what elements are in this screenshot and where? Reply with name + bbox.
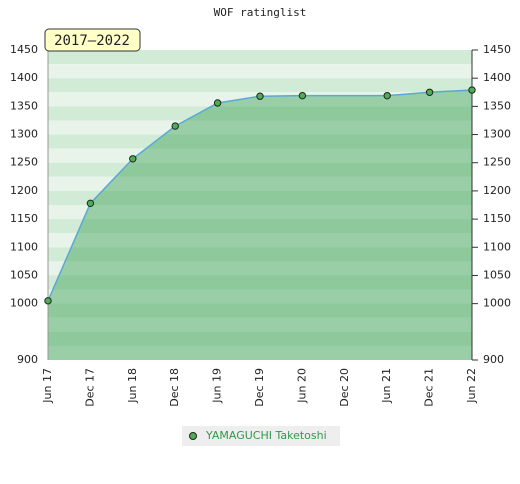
point — [44, 297, 52, 305]
y-tick-label-right: 1350 — [483, 99, 511, 112]
y-tick-label: 1250 — [10, 156, 38, 169]
x-tick-label: Jun 20 — [295, 368, 308, 404]
legend-marker — [189, 432, 197, 440]
x-tick-label: Dec 20 — [338, 368, 351, 407]
y-tick-label-right: 1000 — [483, 297, 511, 310]
band — [48, 261, 472, 276]
band — [48, 162, 472, 177]
y-tick-label-right: 900 — [483, 353, 504, 366]
band — [48, 64, 472, 79]
band — [48, 275, 472, 290]
y-tick-label: 1450 — [10, 43, 38, 56]
band — [48, 78, 472, 93]
band — [48, 50, 472, 65]
x-tick-label: Dec 19 — [253, 368, 266, 407]
x-tick-label: Jun 22 — [465, 368, 478, 404]
band — [48, 303, 472, 318]
y-tick-label: 900 — [17, 353, 38, 366]
chart-title: WOF ratinglist — [214, 6, 307, 19]
y-tick-label-right: 1300 — [483, 128, 511, 141]
y-tick-label: 1200 — [10, 184, 38, 197]
y-tick-label-right: 1200 — [483, 184, 511, 197]
point — [86, 199, 95, 208]
point — [129, 155, 137, 163]
point — [171, 122, 179, 130]
y-tick-label: 1150 — [10, 212, 38, 225]
band — [48, 331, 472, 346]
band — [48, 317, 472, 332]
line — [47, 89, 473, 302]
point — [468, 86, 476, 94]
y-tick-label: 1100 — [10, 240, 38, 253]
band — [48, 120, 472, 135]
y-tick-label-right: 1100 — [483, 240, 511, 253]
x-tick-label: Dec 18 — [168, 368, 181, 407]
point — [425, 88, 434, 96]
point — [298, 91, 307, 100]
x-tick-label: Jun 21 — [380, 368, 393, 404]
y-tick-label: 1300 — [10, 128, 38, 141]
band — [48, 233, 472, 248]
y-tick-label: 1350 — [10, 99, 38, 112]
y-tick-label-right: 1150 — [483, 212, 511, 225]
band — [48, 190, 472, 205]
point — [256, 92, 264, 100]
badge-box — [44, 28, 141, 52]
area — [48, 90, 472, 360]
y-tick-label-right: 1400 — [483, 71, 511, 84]
band — [48, 219, 472, 234]
legend-box — [182, 426, 340, 446]
band — [48, 106, 472, 121]
band — [48, 345, 472, 360]
point — [213, 99, 222, 107]
x-tick-label: Jun 19 — [211, 368, 224, 404]
band — [48, 289, 472, 304]
x-tick-label: Jun 18 — [126, 368, 139, 404]
band — [48, 134, 472, 149]
x-tick-label: Dec 21 — [423, 368, 436, 407]
band — [48, 247, 472, 262]
badge: 2017–2022 — [54, 33, 130, 49]
y-tick-label: 1000 — [10, 297, 38, 310]
x-tick-label: Dec 17 — [83, 368, 96, 407]
y-tick-label: 1050 — [10, 268, 38, 281]
point — [383, 91, 391, 100]
y-tick-label: 1400 — [10, 71, 38, 84]
x-tick-label: Jun 17 — [41, 368, 54, 404]
y-tick-label-right: 1450 — [483, 43, 511, 56]
band — [48, 176, 472, 191]
legend-label: YAMAGUCHI Taketoshi — [205, 429, 327, 442]
y-tick-label-right: 1050 — [483, 268, 511, 281]
band — [48, 148, 472, 163]
band — [48, 205, 472, 220]
y-tick-label-right: 1250 — [483, 156, 511, 169]
